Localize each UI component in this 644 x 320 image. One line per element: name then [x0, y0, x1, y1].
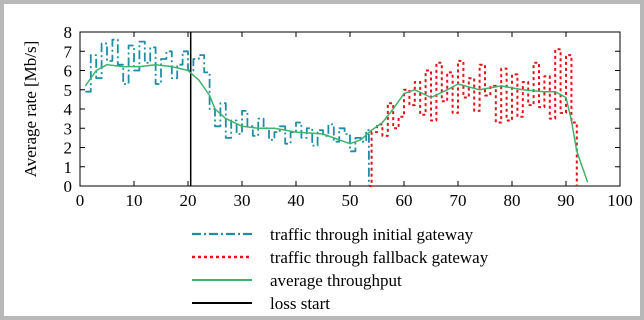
x-tick-label: 60 — [396, 191, 413, 210]
y-tick-label: 4 — [64, 100, 73, 119]
y-tick-label: 1 — [64, 158, 73, 177]
x-tick-label: 0 — [76, 191, 85, 210]
y-tick-label: 8 — [64, 23, 73, 42]
legend-label-initial-gateway: traffic through initial gateway — [270, 225, 474, 244]
legend-label-average-throughput: average throughput — [270, 271, 402, 290]
plot-area-border — [79, 31, 621, 187]
legend-label-fallback-gateway: traffic through fallback gateway — [270, 248, 489, 267]
series-line-fallback-gateway — [368, 48, 578, 187]
x-tick-label: 40 — [288, 191, 305, 210]
y-axis-label: Average rate [Mb/s] — [21, 41, 40, 178]
x-tick-label: 30 — [234, 191, 251, 210]
y-tick-label: 5 — [64, 81, 73, 100]
y-tick-label: 6 — [64, 62, 73, 81]
x-tick-label: 50 — [342, 191, 359, 210]
x-tick-label: 100 — [607, 191, 633, 210]
series-line-average-throughput — [84, 63, 589, 183]
x-tick-label: 20 — [180, 191, 197, 210]
x-tick-label: 10 — [126, 191, 143, 210]
series-line-initial-gateway — [85, 38, 370, 186]
x-tick-label: 80 — [504, 191, 521, 210]
legend-label-loss-start: loss start — [270, 294, 330, 313]
x-tick-label: 90 — [558, 191, 575, 210]
x-tick-label: 70 — [450, 191, 467, 210]
y-tick-label: 7 — [64, 42, 73, 61]
y-tick-label: 2 — [64, 139, 73, 158]
y-tick-label: 3 — [64, 119, 73, 138]
y-tick-label: 0 — [64, 177, 73, 196]
legend: traffic through initial gateway traffic t… — [192, 225, 489, 313]
series-layer — [84, 32, 589, 187]
